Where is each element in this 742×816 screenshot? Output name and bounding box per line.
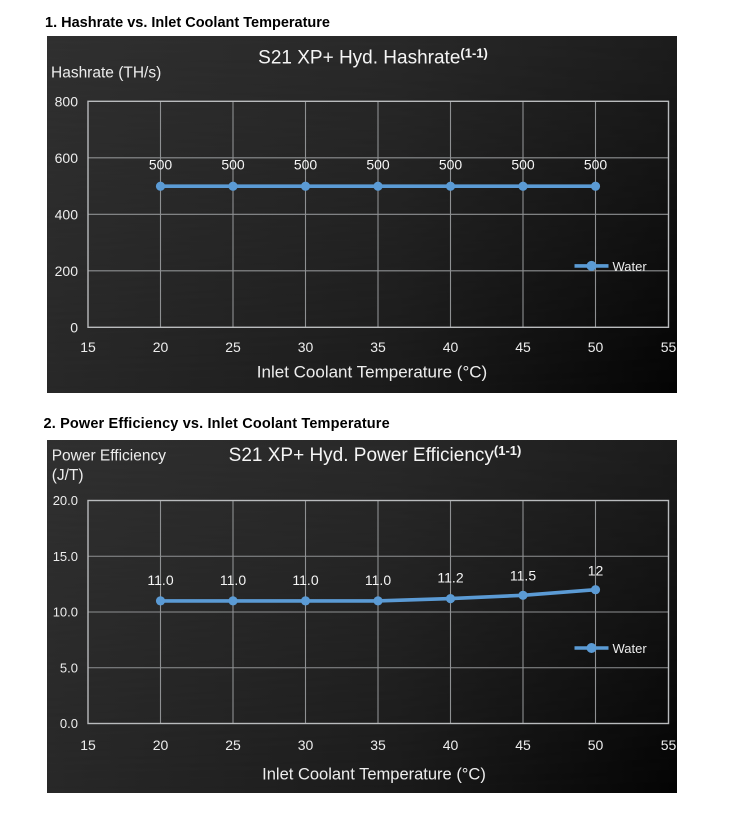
svg-text:Water: Water xyxy=(613,641,648,656)
svg-text:20: 20 xyxy=(153,339,169,355)
svg-text:10.0: 10.0 xyxy=(53,605,78,620)
svg-text:200: 200 xyxy=(55,263,79,279)
svg-text:S21 XP+ Hyd. Power Efficiency(: S21 XP+ Hyd. Power Efficiency(1-1) xyxy=(229,443,522,466)
svg-text:500: 500 xyxy=(366,156,390,172)
svg-text:0.0: 0.0 xyxy=(60,716,78,731)
svg-text:11.0: 11.0 xyxy=(147,572,173,588)
svg-text:50: 50 xyxy=(588,737,604,753)
svg-text:25: 25 xyxy=(225,737,241,753)
svg-text:25: 25 xyxy=(225,339,241,355)
svg-text:40: 40 xyxy=(443,339,459,355)
svg-text:S21 XP+ Hyd. Hashrate(1-1): S21 XP+ Hyd. Hashrate(1-1) xyxy=(258,46,488,69)
svg-text:15: 15 xyxy=(80,339,96,355)
svg-text:40: 40 xyxy=(443,737,459,753)
svg-text:55: 55 xyxy=(661,737,677,753)
svg-text:500: 500 xyxy=(584,156,608,172)
svg-text:500: 500 xyxy=(294,156,318,172)
svg-text:400: 400 xyxy=(55,206,79,222)
svg-text:11.0: 11.0 xyxy=(365,572,391,588)
svg-text:500: 500 xyxy=(149,156,173,172)
svg-text:35: 35 xyxy=(370,339,386,355)
svg-text:11.2: 11.2 xyxy=(437,570,463,586)
svg-text:55: 55 xyxy=(661,339,677,355)
svg-text:20.0: 20.0 xyxy=(53,493,78,508)
svg-text:45: 45 xyxy=(515,737,531,753)
svg-text:35: 35 xyxy=(370,737,386,753)
svg-text:500: 500 xyxy=(221,156,245,172)
svg-text:Water: Water xyxy=(613,259,648,274)
svg-text:15.0: 15.0 xyxy=(53,549,78,564)
svg-text:15: 15 xyxy=(80,737,96,753)
svg-text:30: 30 xyxy=(298,339,314,355)
svg-text:11.5: 11.5 xyxy=(510,568,536,584)
svg-text:11.0: 11.0 xyxy=(292,572,318,588)
svg-text:(J/T): (J/T) xyxy=(52,467,84,484)
svg-text:Inlet Coolant Temperature (°C): Inlet Coolant Temperature (°C) xyxy=(262,766,486,784)
svg-text:500: 500 xyxy=(511,156,535,172)
svg-text:12: 12 xyxy=(588,563,604,579)
svg-text:500: 500 xyxy=(439,156,463,172)
svg-text:600: 600 xyxy=(55,150,79,166)
svg-text:5.0: 5.0 xyxy=(60,660,78,675)
svg-text:Power Efficiency: Power Efficiency xyxy=(52,447,167,464)
svg-text:20: 20 xyxy=(153,737,169,753)
svg-text:0: 0 xyxy=(70,319,78,335)
svg-text:11.0: 11.0 xyxy=(220,572,246,588)
svg-text:30: 30 xyxy=(298,737,314,753)
svg-text:800: 800 xyxy=(55,93,79,109)
svg-text:Inlet Coolant Temperature (°C): Inlet Coolant Temperature (°C) xyxy=(257,363,487,382)
svg-text:50: 50 xyxy=(588,339,604,355)
svg-text:Hashrate (TH/s): Hashrate (TH/s) xyxy=(51,64,161,81)
svg-text:45: 45 xyxy=(515,339,531,355)
